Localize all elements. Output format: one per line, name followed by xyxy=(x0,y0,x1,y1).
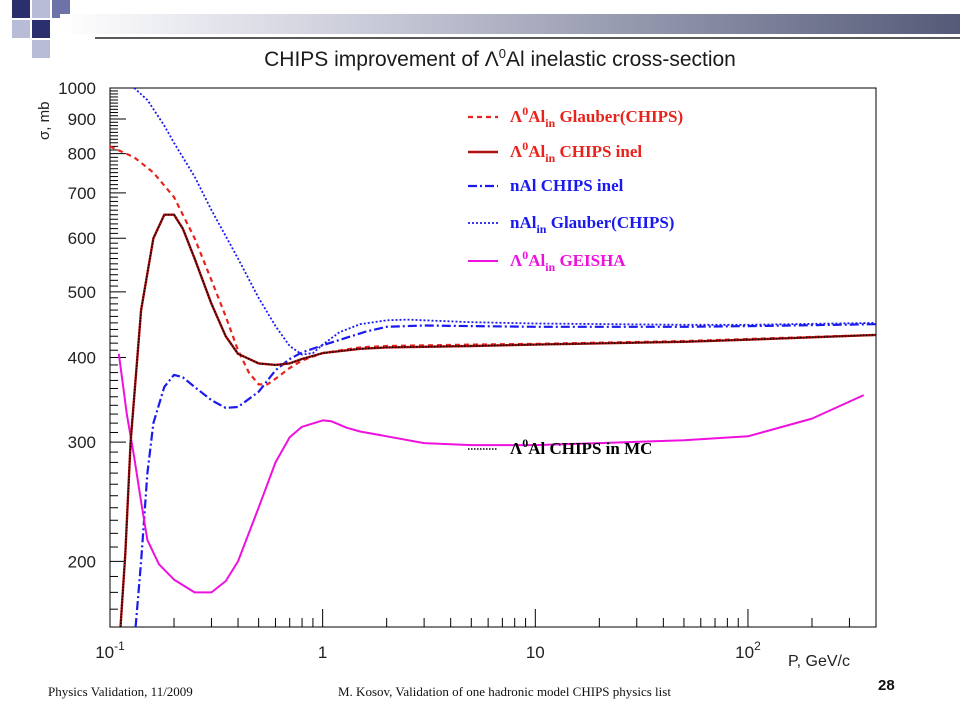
legend-subscript: in xyxy=(545,260,555,274)
legend-label: Λ0Alin CHIPS inel xyxy=(510,139,642,165)
x-tick-label: 102 xyxy=(735,639,761,662)
x-tick-exponent: -1 xyxy=(114,639,125,653)
legend-label: Λ0Alin Glauber(CHIPS) xyxy=(510,104,683,130)
legend-particle: Al xyxy=(528,142,545,161)
footer-center: M. Kosov, Validation of one hadronic mod… xyxy=(338,684,671,699)
legend-symbol: Λ xyxy=(510,142,523,161)
x-axis-label: P, GeV/c xyxy=(788,653,850,670)
title-suffix: Al inelastic cross-section xyxy=(505,48,736,71)
legend-symbol: Λ xyxy=(510,251,523,270)
series-line-6 xyxy=(119,213,876,627)
series-line-2 xyxy=(119,213,876,627)
series-line-5 xyxy=(117,353,865,594)
x-tick-label: 1 xyxy=(318,643,327,662)
x-tick-label: 10 xyxy=(526,643,545,662)
header-square-1 xyxy=(12,0,30,18)
y-tick-label: 1000 xyxy=(58,79,96,98)
legend-subscript: in xyxy=(545,151,555,165)
legend-particle: nAl xyxy=(510,176,537,195)
header-gradient-bar xyxy=(60,14,960,34)
series-clip-group xyxy=(110,88,876,627)
legend-text: GEISHA xyxy=(555,251,626,270)
legend-subscript: in xyxy=(536,222,546,236)
legend-particle: Al xyxy=(528,251,545,270)
y-tick-label: 900 xyxy=(68,110,96,129)
y-tick-label: 300 xyxy=(68,433,96,452)
y-axis-label: σ, mb xyxy=(36,101,53,140)
legend-text: CHIPS in MC xyxy=(545,439,652,458)
legend-symbol: Λ xyxy=(510,107,523,126)
legend-particle: Al xyxy=(528,439,545,458)
legend-superscript: 0 xyxy=(522,104,528,118)
series-group xyxy=(110,88,876,627)
y-tick-label: 800 xyxy=(68,145,96,164)
legend-subscript: in xyxy=(545,116,555,130)
series-line-3 xyxy=(134,323,876,627)
legend-label: nAl CHIPS inel xyxy=(510,176,624,195)
legend-text: Glauber(CHIPS) xyxy=(546,213,674,232)
legend-label: Λ0Alin GEISHA xyxy=(510,248,626,274)
y-tick-label: 500 xyxy=(68,283,96,302)
header-square-5 xyxy=(32,20,50,38)
x-tick-label: 10-1 xyxy=(95,639,125,662)
legend-particle: nAl xyxy=(510,213,537,232)
slide-title: CHIPS improvement of Λ0Al inelastic cros… xyxy=(200,46,800,72)
x-tick-exponent: 2 xyxy=(754,639,761,653)
title-superscript: 0 xyxy=(498,46,506,61)
page-number: 28 xyxy=(878,677,895,694)
legend-superscript: 0 xyxy=(522,248,528,262)
header-square-2 xyxy=(32,0,50,18)
plot-frame xyxy=(109,87,877,628)
legend-label: nAlin Glauber(CHIPS) xyxy=(510,213,674,236)
title-symbol: Λ xyxy=(484,48,499,71)
y-tick-label: 600 xyxy=(68,229,96,248)
legend-superscript: 0 xyxy=(522,139,528,153)
header-square-4 xyxy=(12,20,30,38)
legend-symbol: Λ xyxy=(510,439,523,458)
y-tick-label: 200 xyxy=(68,552,96,571)
y-tick-label: 700 xyxy=(68,184,96,203)
legend-text: CHIPS inel xyxy=(555,142,642,161)
legend-label: Λ0Al CHIPS in MC xyxy=(510,436,652,458)
header-square-6 xyxy=(32,40,50,58)
plot-frame-group xyxy=(109,87,877,628)
legend-particle: Al xyxy=(528,107,545,126)
legend-group: Λ0Alin Glauber(CHIPS)Λ0Alin CHIPS inelnA… xyxy=(468,104,683,458)
title-prefix: CHIPS improvement of xyxy=(264,48,485,71)
series-line-4 xyxy=(133,88,876,356)
header-square-3 xyxy=(52,0,70,18)
footer-left: Physics Validation, 11/2009 xyxy=(48,684,193,699)
legend-superscript: 0 xyxy=(522,436,528,450)
header-rule xyxy=(95,37,960,39)
legend-text: CHIPS inel xyxy=(536,176,623,195)
y-tick-label: 400 xyxy=(68,349,96,368)
legend-text: Glauber(CHIPS) xyxy=(555,107,683,126)
series-line-1 xyxy=(110,145,876,386)
